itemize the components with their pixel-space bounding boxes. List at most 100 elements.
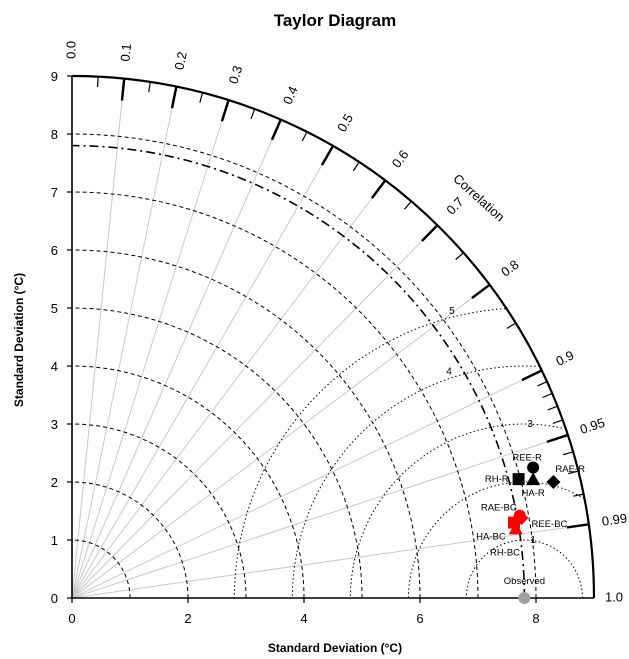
correlation-tick xyxy=(199,92,204,103)
rmsd-label: 3 xyxy=(527,419,533,430)
data-point xyxy=(527,461,540,474)
correlation-tick-label: 0.9 xyxy=(553,347,576,368)
correlation-tick xyxy=(421,224,439,242)
reference-label: Observed xyxy=(504,576,545,587)
data-point-label: RH-BC xyxy=(490,548,520,559)
y-tick-label: 8 xyxy=(51,127,58,142)
correlation-tick xyxy=(371,179,387,199)
correlation-tick-label: 0.7 xyxy=(443,194,466,217)
std-arc xyxy=(71,249,421,599)
x-tick-label: 6 xyxy=(416,611,423,626)
data-point-label: REE-BC xyxy=(532,519,568,530)
data-point-label: RAE-R xyxy=(555,464,585,475)
rmsd-arc xyxy=(465,539,583,598)
correlation-tick xyxy=(250,108,256,120)
correlation-tick xyxy=(170,86,178,109)
x-tick-label: 4 xyxy=(300,611,307,626)
y-axis-label: Standard Deviation (°C) xyxy=(12,273,26,407)
correlation-tick-label: 0.5 xyxy=(334,111,356,134)
correlation-line xyxy=(71,145,334,599)
reference-point xyxy=(518,592,531,604)
std-arc xyxy=(71,365,305,599)
correlation-line xyxy=(71,119,282,599)
correlation-tick-label: 0.95 xyxy=(578,415,607,437)
outer-arc xyxy=(71,74,596,599)
correlation-line xyxy=(71,78,125,599)
marks-layer: Observed REE-R RAE-R RH-R HA-R RAE-BC REE-BC HA… xyxy=(476,453,585,604)
correlation-tick xyxy=(506,322,517,330)
axes-layer: 0 1 2 3 4 5 6 7 8 9 0 2 4 6 8 0.0 0.1 0.2 0.3 0.4 0.5 0.6 0.7 0… xyxy=(51,41,628,626)
x-tick-label: 8 xyxy=(532,611,539,626)
y-tick-label: 0 xyxy=(51,591,58,606)
correlation-line xyxy=(71,86,177,599)
correlation-tick-label: 1.0 xyxy=(605,589,623,604)
std-arc xyxy=(71,307,363,599)
correlation-line xyxy=(71,523,589,599)
y-tick-label: 9 xyxy=(51,69,58,84)
correlation-tick xyxy=(320,145,335,166)
reference-std-arc xyxy=(71,144,526,599)
correlation-tick xyxy=(120,78,126,101)
correlation-tick xyxy=(568,470,579,475)
correlation-tick xyxy=(404,200,412,210)
data-point xyxy=(546,475,561,489)
correlation-tick xyxy=(546,433,569,444)
correlation-line xyxy=(71,284,490,599)
correlation-tick xyxy=(552,419,563,425)
correlation-tick-label: 0.6 xyxy=(389,147,412,170)
correlation-tick xyxy=(471,283,491,299)
correlation-tick xyxy=(220,99,230,122)
rmsd-arc xyxy=(291,365,540,598)
correlation-tick xyxy=(547,405,558,411)
correlation-tick-label: 0.8 xyxy=(498,257,521,280)
rmsd-label: 5 xyxy=(449,306,455,317)
std-arc xyxy=(71,423,247,599)
correlation-tick-label: 0.3 xyxy=(226,64,246,86)
correlation-tick xyxy=(148,81,151,93)
rmsd-arc xyxy=(233,308,506,598)
x-axis-label: Standard Deviation (°C) xyxy=(268,641,402,655)
y-tick-label: 4 xyxy=(51,359,58,374)
rmsd-label: 1 xyxy=(530,535,536,546)
correlation-line xyxy=(71,180,386,599)
data-point xyxy=(512,473,525,486)
rmsd-arc xyxy=(349,423,566,598)
y-tick-label: 1 xyxy=(51,533,58,548)
y-tick-label: 6 xyxy=(51,243,58,258)
data-point-label: HA-BC xyxy=(476,531,506,542)
correlation-tick-label: 0.2 xyxy=(171,50,189,71)
correlation-tick xyxy=(542,392,553,399)
std-arc xyxy=(71,191,479,599)
data-point-label: RAE-BC xyxy=(481,503,517,514)
correlation-tick xyxy=(96,76,99,88)
std-arc xyxy=(71,481,189,599)
correlation-line xyxy=(71,224,438,599)
y-tick-label: 2 xyxy=(51,475,58,490)
correlation-line xyxy=(71,99,230,599)
data-point-label: HA-R xyxy=(521,488,544,499)
y-tick-label: 5 xyxy=(51,301,58,316)
correlation-tick xyxy=(537,381,548,387)
correlation-line xyxy=(71,434,569,599)
data-point xyxy=(526,472,541,486)
correlation-tick-label: 0.0 xyxy=(63,41,78,59)
data-point-label: REE-R xyxy=(512,453,542,464)
correlation-tick-label: 0.99 xyxy=(601,510,628,528)
correlation-tick xyxy=(566,523,589,529)
correlation-tick xyxy=(562,451,574,456)
std-arc xyxy=(71,539,131,599)
data-point-label: RH-R xyxy=(485,474,509,485)
correlation-tick xyxy=(521,369,543,382)
correlation-tick xyxy=(301,131,308,142)
rmsd-arc xyxy=(407,481,585,598)
correlation-tick xyxy=(573,493,584,497)
chart-title: Taylor Diagram xyxy=(274,11,397,30)
correlation-tick xyxy=(352,161,360,172)
correlation-tick xyxy=(270,119,282,141)
correlation-tick-label: 0.1 xyxy=(117,43,134,62)
y-tick-label: 7 xyxy=(51,185,58,200)
x-tick-label: 0 xyxy=(68,611,75,626)
x-tick-label: 2 xyxy=(184,611,191,626)
std-arc xyxy=(71,133,537,599)
